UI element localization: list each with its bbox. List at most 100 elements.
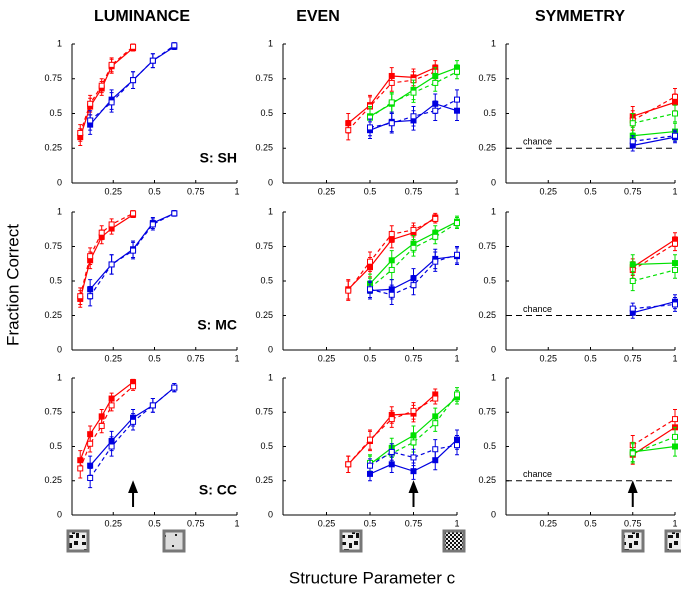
data-point	[87, 100, 94, 107]
y-tick-label: 0.25	[478, 310, 496, 320]
x-tick-label: 0.25	[318, 518, 336, 528]
x-tick-label: 0.25	[539, 518, 557, 528]
y-tick-label: 0.75	[478, 241, 496, 251]
texture-icon	[664, 529, 681, 553]
data-point	[388, 448, 395, 455]
subject-label: S: MC	[197, 317, 237, 333]
y-tick-label: 0.75	[255, 73, 273, 83]
data-point	[410, 454, 417, 461]
data-point	[629, 278, 636, 284]
x-tick-label: 0.25	[104, 353, 122, 363]
data-point	[629, 261, 636, 268]
x-tick-label: 1	[454, 186, 459, 196]
y-tick-label: 0.5	[483, 108, 496, 118]
y-tick-label: 0.5	[49, 275, 62, 285]
x-tick-label: 0.25	[539, 186, 557, 196]
y-tick-label: 0.25	[478, 143, 496, 153]
data-point	[432, 420, 439, 427]
texture-icon	[442, 529, 466, 553]
y-tick-label: 0.5	[49, 441, 62, 451]
panel: 0 0.25 0.5 0.75 1 0.25 0.5 0.75 1 S: SH	[44, 38, 239, 196]
data-point	[77, 293, 84, 300]
y-tick-label: 0	[491, 509, 496, 519]
data-point	[87, 462, 94, 469]
y-tick-label: 0.25	[44, 143, 62, 153]
data-point	[149, 57, 156, 64]
x-tick-label: 0.5	[364, 186, 377, 196]
data-point	[108, 221, 115, 228]
data-point	[432, 395, 439, 402]
y-tick-label: 0.25	[255, 475, 273, 485]
y-tick-label: 0.5	[260, 275, 273, 285]
data-point	[432, 258, 439, 265]
data-point	[410, 244, 417, 251]
data-point	[410, 226, 417, 233]
panel: 0 0.25 0.5 0.75 1 0.25 0.5 0.75 1 S: CC	[44, 372, 239, 528]
data-point	[672, 301, 678, 308]
y-tick-label: 1	[57, 372, 62, 382]
x-tick-label: 0.5	[584, 353, 597, 363]
x-tick-label: 0.5	[364, 353, 377, 363]
x-tick-label: 0.25	[318, 186, 336, 196]
series-line	[632, 135, 676, 142]
y-tick-label: 0	[57, 509, 62, 519]
data-point	[410, 89, 417, 96]
y-tick-label: 1	[491, 38, 496, 48]
chance-label: chance	[523, 469, 552, 479]
data-point	[672, 132, 678, 139]
series-line	[632, 262, 676, 266]
x-tick-label: 0.75	[624, 186, 642, 196]
x-tick-label: 0.75	[187, 518, 205, 528]
y-tick-label: 0.5	[483, 275, 496, 285]
y-tick-label: 0.5	[49, 108, 62, 118]
y-tick-label: 0	[268, 177, 273, 187]
series-line	[632, 445, 676, 453]
series-line	[79, 385, 134, 469]
arrow	[128, 480, 139, 507]
x-tick-label: 1	[672, 186, 677, 196]
y-tick-label: 0	[57, 177, 62, 187]
data-point	[672, 416, 678, 423]
data-point	[672, 433, 678, 440]
data-point	[388, 461, 395, 468]
series-line	[632, 112, 676, 124]
data-point	[98, 82, 105, 89]
y-tick-label: 1	[57, 206, 62, 216]
column-title: LUMINANCE	[94, 8, 190, 25]
series-line	[632, 269, 676, 282]
data-point	[410, 468, 417, 475]
data-point	[432, 215, 439, 222]
data-point	[454, 251, 460, 258]
data-point	[98, 229, 105, 236]
x-tick-label: 0.25	[104, 518, 122, 528]
data-point	[130, 210, 137, 217]
y-tick-label: 0.5	[260, 441, 273, 451]
y-tick-label: 0.75	[44, 407, 62, 417]
x-tick-label: 1	[234, 518, 239, 528]
panel: 0 0.25 0.5 0.75 1 0.25 0.5 0.75 1 S: MC	[44, 206, 239, 363]
series-line	[632, 301, 676, 314]
y-tick-label: 0.25	[44, 310, 62, 320]
data-point	[454, 391, 460, 398]
data-point	[149, 402, 156, 409]
x-tick-label: 0.75	[624, 518, 642, 528]
y-tick-label: 1	[491, 206, 496, 216]
data-point	[98, 422, 105, 429]
data-point	[454, 68, 460, 75]
data-point	[672, 266, 678, 273]
data-point	[388, 266, 395, 273]
data-point	[108, 99, 115, 106]
y-tick-label: 0.5	[260, 108, 273, 118]
series-line	[632, 418, 676, 446]
y-tick-label: 0	[491, 177, 496, 187]
panel: 0 0.25 0.5 0.75 1 0.25 0.5 0.75 1	[255, 38, 460, 196]
data-point	[388, 120, 395, 127]
y-tick-label: 0.75	[255, 241, 273, 251]
x-tick-label: 1	[454, 518, 459, 528]
texture-icon	[162, 529, 186, 553]
data-point	[87, 293, 94, 300]
data-point	[130, 43, 137, 50]
data-point	[629, 450, 636, 457]
panel: 0 0.25 0.5 0.75 1 0.25 0.5 0.75 1 chance	[478, 206, 678, 363]
x-tick-label: 1	[454, 353, 459, 363]
